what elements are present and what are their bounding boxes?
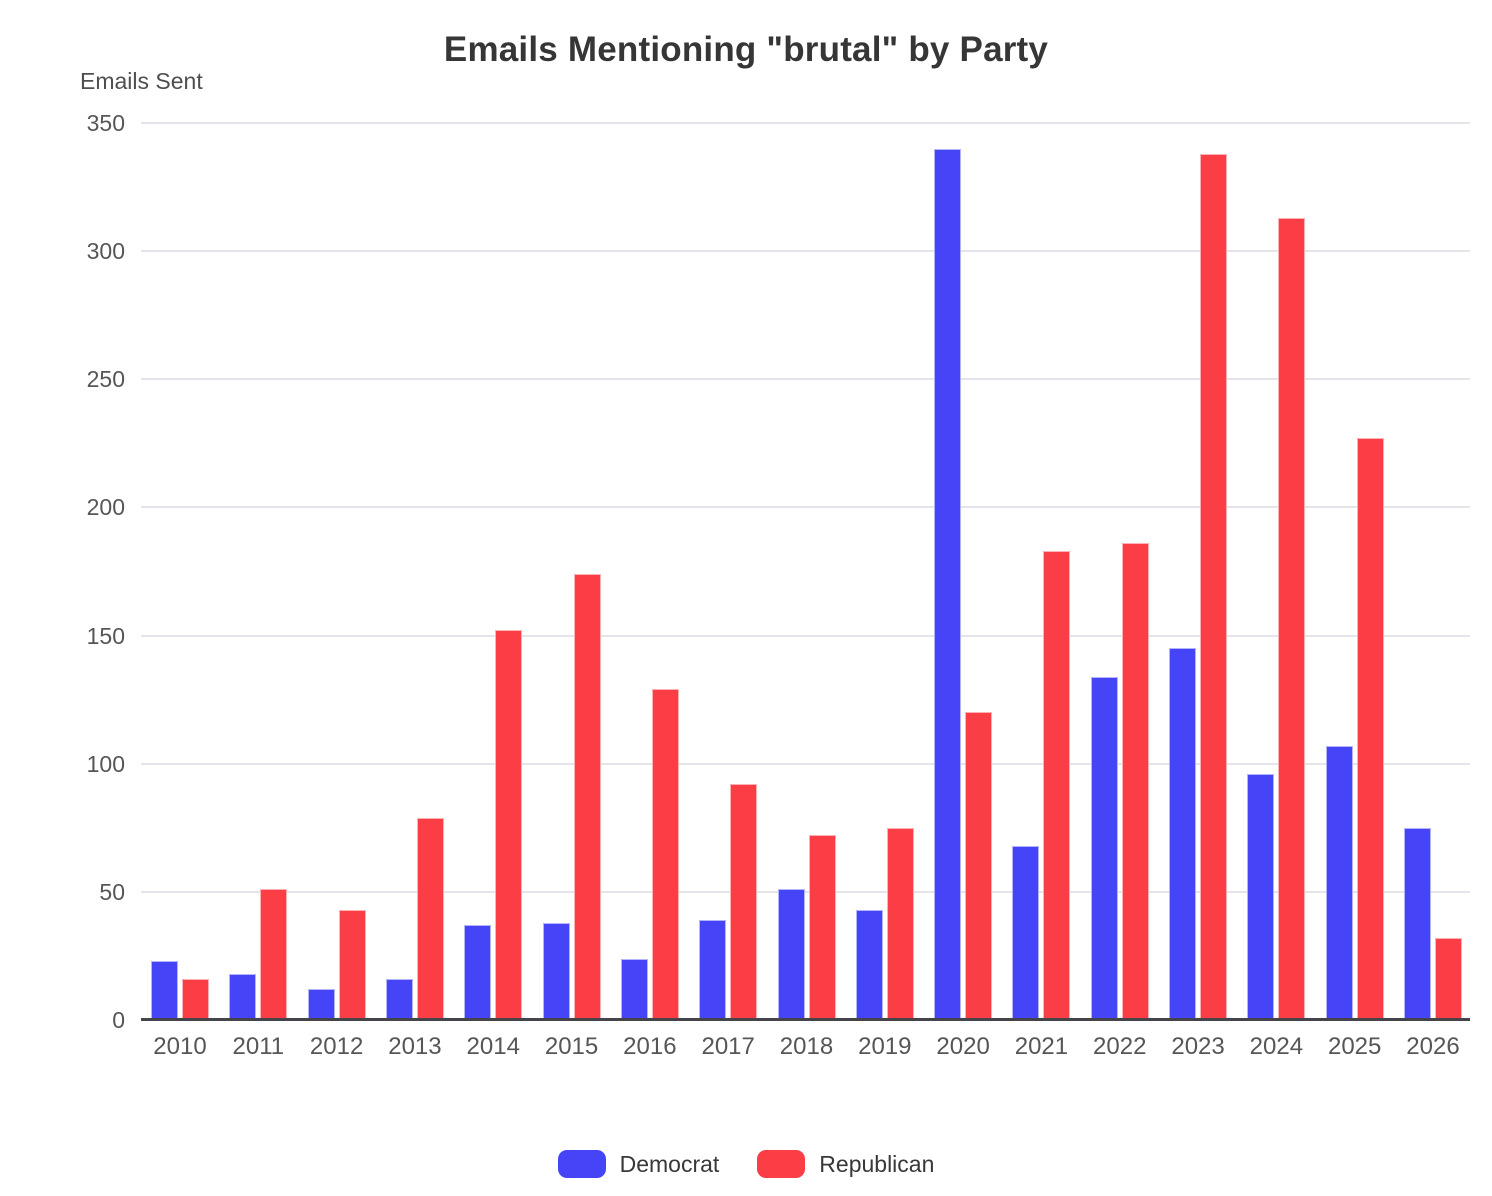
- legend-label-republican: Republican: [819, 1150, 935, 1177]
- bar-group-2016: [620, 123, 679, 1020]
- x-tick-label-2016: 2016: [623, 1033, 677, 1060]
- y-tick-label: 300: [86, 238, 125, 265]
- bar-democrat-2018[interactable]: [777, 889, 805, 1020]
- bar-republican-2012[interactable]: [338, 909, 366, 1020]
- bar-democrat-2024[interactable]: [1247, 773, 1275, 1020]
- legend-swatch-democrat: [557, 1150, 606, 1178]
- bar-group-2018: [777, 123, 836, 1020]
- bar-democrat-2017[interactable]: [699, 920, 727, 1020]
- y-tick-label: 100: [86, 750, 125, 777]
- bar-republican-2024[interactable]: [1278, 217, 1306, 1020]
- bar-democrat-2013[interactable]: [385, 979, 413, 1020]
- bar-republican-2015[interactable]: [573, 574, 601, 1020]
- y-tick-label: 200: [86, 494, 125, 521]
- legend-label-democrat: Democrat: [619, 1150, 720, 1177]
- bar-republican-2023[interactable]: [1200, 153, 1228, 1020]
- bar-republican-2026[interactable]: [1435, 938, 1462, 1020]
- y-tick-label: 350: [86, 110, 125, 136]
- bar-democrat-2025[interactable]: [1325, 745, 1353, 1020]
- x-tick-label-2022: 2022: [1093, 1033, 1147, 1060]
- bars-container: [141, 123, 1470, 1020]
- y-tick-label: 150: [86, 622, 125, 649]
- x-tick-label-2024: 2024: [1249, 1033, 1304, 1060]
- bar-group-2014: [464, 123, 523, 1020]
- bar-group-2021: [1012, 123, 1071, 1020]
- bar-republican-2011[interactable]: [260, 889, 288, 1020]
- bar-democrat-2021[interactable]: [1012, 845, 1040, 1020]
- x-tick-label-2015: 2015: [544, 1033, 599, 1060]
- x-tick-label-2010: 2010: [153, 1033, 207, 1060]
- bar-group-2026: [1404, 123, 1462, 1020]
- bar-group-2013: [385, 123, 444, 1020]
- bar-democrat-2015[interactable]: [542, 922, 570, 1020]
- bar-republican-2013[interactable]: [416, 817, 444, 1020]
- x-tick-label-2026: 2026: [1406, 1033, 1460, 1060]
- gridline-300: [141, 250, 1470, 253]
- x-tick-label-2012: 2012: [309, 1033, 364, 1060]
- x-tick-label-2025: 2025: [1327, 1033, 1382, 1060]
- x-axis-tick-labels: 2010 2011 2012 2013 2014 2015 2016 2017 2018 2019…: [141, 1033, 1470, 1061]
- bar-republican-2010[interactable]: [182, 979, 209, 1020]
- bar-group-2017: [699, 123, 758, 1020]
- x-tick-label-2014: 2014: [466, 1033, 520, 1060]
- bar-democrat-2011[interactable]: [229, 973, 257, 1020]
- bar-republican-2014[interactable]: [495, 630, 523, 1020]
- y-tick-label: 50: [99, 878, 125, 905]
- x-tick-label-2021: 2021: [1014, 1033, 1069, 1060]
- bar-republican-2021[interactable]: [1043, 551, 1071, 1020]
- bar-republican-2019[interactable]: [886, 827, 914, 1020]
- bar-democrat-2010[interactable]: [151, 961, 178, 1020]
- bar-republican-2018[interactable]: [808, 835, 836, 1020]
- bar-group-2024: [1247, 123, 1306, 1020]
- gridline-350: [141, 122, 1470, 124]
- y-tick-label: 0: [112, 1007, 125, 1033]
- x-axis-line: [141, 1018, 1470, 1021]
- bar-democrat-2023[interactable]: [1169, 648, 1197, 1020]
- bar-republican-2022[interactable]: [1121, 543, 1149, 1020]
- x-tick-label-2023: 2023: [1171, 1033, 1225, 1060]
- chart-title: Emails Mentioning "brutal" by Party: [443, 30, 1049, 69]
- gridline-50: [141, 890, 1470, 893]
- x-tick-label-2019: 2019: [858, 1033, 912, 1060]
- bar-republican-2025[interactable]: [1356, 438, 1384, 1020]
- bar-group-2010: [151, 123, 209, 1020]
- bar-group-2012: [307, 123, 366, 1020]
- bar-group-2015: [542, 123, 601, 1020]
- bar-republican-2020[interactable]: [965, 712, 993, 1020]
- x-tick-label-2018: 2018: [779, 1033, 834, 1060]
- y-tick-label: 250: [86, 366, 125, 393]
- bar-republican-2017[interactable]: [730, 784, 758, 1020]
- gridline-200: [141, 506, 1470, 509]
- bar-republican-2016[interactable]: [651, 689, 679, 1020]
- bar-democrat-2016[interactable]: [620, 958, 648, 1020]
- legend-entry-republican[interactable]: Republican: [757, 1150, 934, 1178]
- gridline-250: [141, 378, 1470, 381]
- x-tick-label-2017: 2017: [701, 1033, 755, 1060]
- bar-group-2023: [1169, 123, 1228, 1020]
- bar-democrat-2012[interactable]: [307, 989, 335, 1020]
- y-axis-title: Emails Sent: [80, 68, 203, 94]
- bar-democrat-2014[interactable]: [464, 925, 492, 1020]
- gridline-100: [141, 762, 1470, 765]
- x-tick-label-2013: 2013: [388, 1033, 442, 1060]
- bar-democrat-2022[interactable]: [1090, 676, 1118, 1020]
- bar-group-2022: [1090, 123, 1149, 1020]
- plot-area: [141, 122, 1470, 1020]
- bar-democrat-2019[interactable]: [855, 909, 883, 1020]
- legend-entry-democrat[interactable]: Democrat: [557, 1150, 720, 1178]
- x-tick-label-2011: 2011: [232, 1033, 285, 1060]
- bar-group-2019: [855, 123, 914, 1020]
- legend-swatch-republican: [757, 1150, 806, 1178]
- x-tick-label-2020: 2020: [936, 1033, 990, 1060]
- gridline-150: [141, 634, 1470, 637]
- bar-democrat-2026[interactable]: [1404, 827, 1431, 1020]
- bar-group-2025: [1325, 123, 1384, 1020]
- legend: Democrat Republican: [0, 1150, 1492, 1178]
- bar-democrat-2020[interactable]: [934, 148, 962, 1020]
- bar-group-2020: [934, 123, 993, 1020]
- bar-group-2011: [229, 123, 288, 1020]
